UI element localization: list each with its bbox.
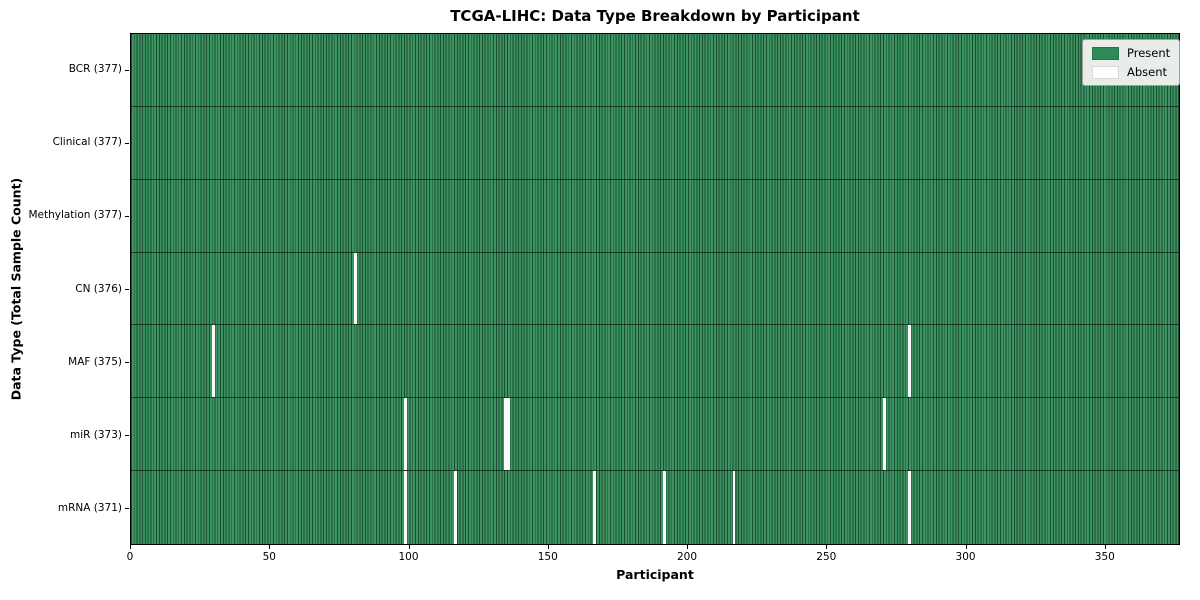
y-tick-label: Clinical (377) [52, 136, 122, 149]
absent-cell [662, 471, 666, 544]
y-tick-mark [125, 362, 129, 364]
y-tick-mark [125, 289, 129, 290]
x-tick-mark [1104, 545, 1106, 549]
y-tick-mark [125, 508, 129, 510]
heatmap-row-mRNA [131, 471, 1179, 544]
legend-swatch-absent-icon [1092, 65, 1119, 79]
legend: Present Absent [1082, 39, 1181, 86]
x-tick-mark [547, 545, 549, 549]
y-tick-label: miR (373) [69, 428, 122, 441]
x-tick-mark [687, 545, 689, 549]
legend-swatch-present-icon [1092, 46, 1119, 60]
x-tick-mark [130, 545, 131, 549]
x-tick-label: 200 [676, 551, 698, 563]
legend-entry: Present [1092, 46, 1170, 60]
x-tick-mark [965, 545, 967, 549]
x-tick-label: 150 [537, 551, 558, 563]
x-tick-mark [269, 545, 271, 549]
legend-label: Absent [1127, 65, 1168, 79]
absent-cell [504, 398, 507, 471]
y-tick-mark [125, 215, 129, 217]
heatmap-row-Clinical [131, 106, 1179, 180]
absent-cell [593, 471, 597, 544]
legend-entry: Absent [1092, 65, 1170, 79]
heatmap-row-CN [131, 252, 1179, 326]
x-tick-label: 50 [262, 551, 276, 563]
heatmap-row-Methylation [131, 179, 1179, 253]
x-tick-mark [826, 545, 828, 549]
y-tick-mark [125, 435, 129, 437]
absent-cell [908, 325, 911, 398]
heatmap-row-MAF [131, 325, 1179, 399]
x-tick-label: 350 [1094, 551, 1115, 563]
absent-cell [211, 325, 215, 398]
y-tick-label: mRNA (371) [57, 501, 122, 514]
y-tick-mark [125, 69, 129, 71]
y-tick-label: MAF (375) [68, 355, 122, 368]
x-tick-label: 0 [126, 551, 134, 563]
x-tick-label: 300 [955, 551, 976, 563]
x-axis-label: Participant [616, 567, 694, 582]
absent-cell [506, 398, 510, 471]
legend-label: Present [1127, 46, 1171, 60]
y-tick-label: Methylation (377) [28, 209, 122, 222]
absent-cell [454, 471, 457, 544]
absent-cell [908, 471, 911, 544]
x-tick-mark [408, 545, 410, 549]
absent-cell [353, 252, 357, 325]
chart-title: TCGA-LIHC: Data Type Breakdown by Partic… [450, 7, 860, 25]
absent-cell [403, 398, 407, 471]
absent-cell [882, 398, 886, 471]
x-tick-label: 100 [398, 551, 419, 563]
y-tick-label: CN (376) [75, 282, 122, 295]
y-tick-mark [125, 142, 129, 144]
x-tick-label: 250 [816, 551, 837, 563]
y-tick-label: BCR (377) [68, 63, 122, 76]
absent-cell [403, 471, 407, 544]
plot-area [130, 33, 1180, 545]
heatmap-row-BCR [131, 34, 1179, 107]
heatmap-row-miR [131, 398, 1179, 472]
absent-cell [732, 471, 736, 544]
